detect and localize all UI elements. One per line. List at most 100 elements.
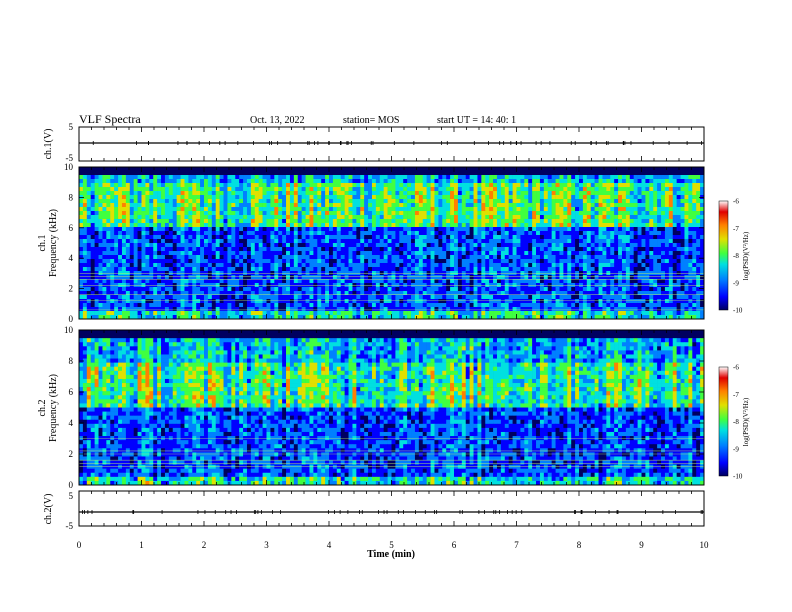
spectrogram-cell	[559, 195, 564, 200]
spectrogram-cell	[610, 211, 615, 216]
spectrogram-cell	[500, 207, 506, 212]
spectrogram-cell	[375, 247, 381, 252]
spectrogram-cell	[446, 199, 451, 204]
spectrogram-cell	[598, 267, 603, 272]
spectrogram-cell	[485, 275, 490, 280]
spectrogram-cell	[219, 259, 224, 264]
spectrogram-cell	[145, 191, 150, 196]
spectrogram-cell	[98, 263, 103, 268]
spectrogram-cell	[664, 267, 670, 272]
spectrogram-cell	[348, 275, 353, 280]
spectrogram-cell	[454, 231, 459, 236]
spectrogram-cell	[438, 235, 443, 240]
spectrogram-cell	[422, 219, 427, 224]
spectrogram-cell	[168, 203, 174, 208]
spectrogram-cell	[454, 211, 459, 216]
spectrogram-cell	[598, 283, 603, 288]
spectrogram-cell	[434, 167, 439, 172]
spectrogram-cell	[606, 243, 611, 248]
spectrogram-cell	[641, 279, 646, 284]
spectrogram-cell	[94, 259, 99, 264]
spectrogram-cell	[555, 251, 560, 256]
spectrogram-cell	[606, 187, 611, 192]
spectrogram-cell	[477, 219, 482, 224]
spectrogram-cell	[645, 235, 650, 240]
spectrogram-cell	[375, 263, 381, 268]
spectrogram-cell	[481, 247, 486, 252]
spectrogram-cell	[645, 187, 650, 192]
spectrogram-cell	[207, 275, 213, 280]
spectrogram-cell	[418, 275, 424, 280]
spectrogram-cell	[270, 223, 275, 228]
spectrogram-cell	[696, 231, 701, 236]
spectrogram-cell	[137, 207, 142, 212]
spectrogram-cell	[297, 255, 302, 260]
spectrogram-cell	[274, 195, 279, 200]
spectrogram-cell	[598, 195, 603, 200]
spectrogram-cell	[278, 207, 283, 212]
spectrogram-cell	[672, 255, 677, 260]
spectrogram-cell	[442, 279, 447, 284]
spectrogram-cell	[461, 231, 467, 236]
spectrogram-cell	[325, 227, 330, 232]
spectrogram-cell	[618, 263, 623, 268]
spectrogram-cell	[379, 275, 384, 280]
spectrogram-cell	[102, 179, 107, 184]
spectrogram-cell	[567, 207, 572, 212]
spectrogram-cell	[90, 223, 95, 228]
spectrogram-cell	[684, 267, 689, 272]
spectrogram-cell	[414, 207, 420, 212]
spectrogram-cell	[586, 275, 592, 280]
spectrogram-cell	[360, 251, 365, 256]
spectrogram-cell	[293, 187, 299, 192]
spectrogram-cell	[172, 259, 177, 264]
spectrogram-cell	[270, 207, 275, 212]
spectrogram-cell	[235, 183, 240, 188]
spectrogram-cell	[594, 207, 599, 212]
spectrogram-cell	[352, 259, 357, 264]
spectrogram-cell	[621, 211, 627, 216]
spectrogram-cell	[395, 167, 400, 172]
spectrogram-cell	[309, 183, 314, 188]
spectrogram-cell	[465, 267, 470, 272]
spectrogram-cell	[528, 195, 533, 200]
spectrogram-cell	[547, 203, 552, 208]
spectrogram-cell	[121, 215, 127, 220]
spectrogram-cell	[231, 195, 236, 200]
spectrogram-cell	[352, 191, 357, 196]
spectrogram-cell	[618, 247, 623, 252]
spectrogram-cell	[649, 179, 654, 184]
spectrogram-cell	[282, 259, 287, 264]
spectrogram-cell	[536, 167, 541, 172]
spectrogram-cell	[618, 167, 623, 172]
spectrogram-cell	[375, 243, 381, 248]
spectrogram-cell	[82, 287, 88, 292]
spectrogram-cell	[418, 223, 424, 228]
spectrogram-cell	[422, 267, 427, 272]
spectrogram-cell	[579, 203, 584, 208]
spectrogram-cell	[403, 275, 408, 280]
spectrogram-cell	[512, 255, 517, 260]
spectrogram-cell	[618, 259, 623, 264]
spectrogram-cell	[262, 279, 267, 284]
spectrogram-cell	[348, 167, 353, 172]
spectrogram-cell	[227, 195, 232, 200]
spectrogram-cell	[164, 267, 170, 272]
spectrogram-cell	[254, 243, 259, 248]
spectrogram-cell	[493, 259, 498, 264]
spectrogram-cell	[641, 227, 646, 232]
spectrogram-cell	[454, 199, 459, 204]
spectrogram-cell	[411, 211, 416, 216]
spectrogram-cell	[700, 171, 705, 176]
spectrogram-cell	[301, 231, 306, 236]
spectrogram-cell	[149, 287, 154, 292]
spectrogram-cell	[614, 263, 619, 268]
spectrogram-cell	[90, 243, 95, 248]
spectrogram-cell	[82, 203, 88, 208]
spectrogram-cell	[231, 199, 236, 204]
spectrogram-cell	[606, 255, 611, 260]
spectrogram-cell	[379, 175, 384, 180]
spectrogram-cell	[215, 223, 220, 228]
spectrogram-cell	[207, 207, 213, 212]
spectrogram-cell	[289, 231, 295, 236]
